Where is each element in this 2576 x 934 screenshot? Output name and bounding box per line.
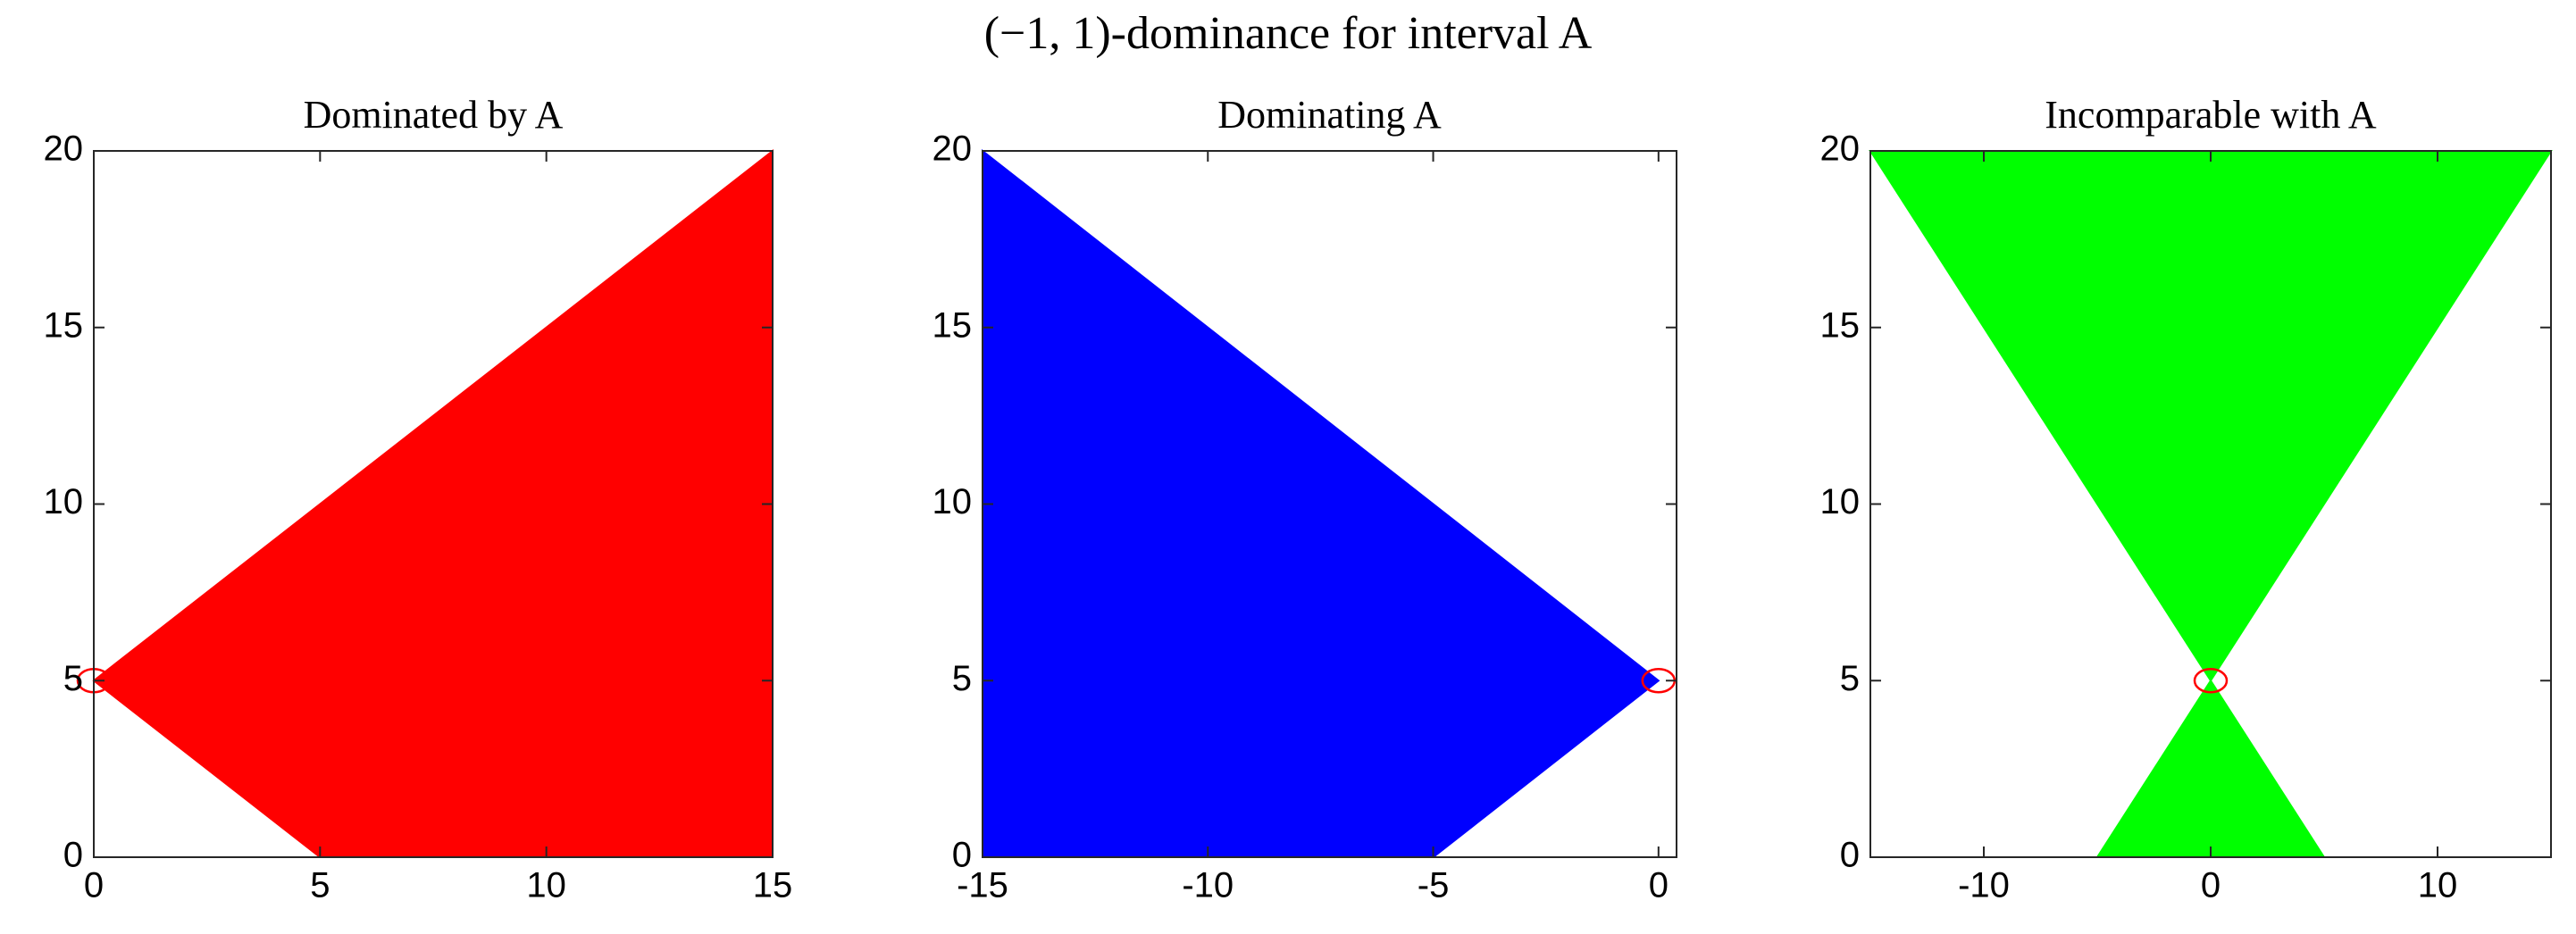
figure-title: (−1, 1)-dominance for interval A — [984, 8, 1593, 59]
y-tick-label: 5 — [63, 659, 83, 698]
panel-title: Incomparable with A — [2045, 93, 2377, 137]
x-tick-label: 10 — [526, 866, 566, 905]
y-tick-label: 5 — [952, 659, 972, 698]
y-tick-label: 20 — [933, 129, 973, 169]
reference-point — [2193, 668, 2229, 694]
x-tick-label: -5 — [1418, 866, 1450, 905]
y-tick-label: 15 — [44, 305, 84, 345]
x-tick-label: -10 — [1958, 866, 2010, 905]
x-tick-label: -10 — [1182, 866, 1234, 905]
y-tick-label: 15 — [1820, 305, 1861, 345]
y-tick-label: 10 — [933, 482, 973, 521]
x-tick-label: 15 — [753, 866, 793, 905]
panel-title: Dominated by A — [304, 93, 564, 137]
x-tick-label: -15 — [957, 866, 1008, 905]
x-tick-label: 10 — [2418, 866, 2458, 905]
x-tick-label: 0 — [1649, 866, 1669, 905]
x-tick-label: 0 — [2201, 866, 2221, 905]
y-tick-label: 10 — [44, 482, 84, 521]
y-tick-label: 15 — [933, 305, 973, 345]
y-tick-label: 0 — [63, 836, 83, 875]
y-tick-label: 20 — [44, 129, 84, 169]
x-tick-label: 5 — [310, 866, 330, 905]
y-tick-label: 0 — [952, 836, 972, 875]
panel-title: Dominating A — [1217, 93, 1442, 137]
y-tick-label: 5 — [1840, 659, 1860, 698]
y-tick-label: 20 — [1820, 129, 1861, 169]
x-tick-label: 0 — [84, 866, 104, 905]
y-tick-label: 10 — [1820, 482, 1861, 521]
y-tick-label: 0 — [1840, 836, 1860, 875]
